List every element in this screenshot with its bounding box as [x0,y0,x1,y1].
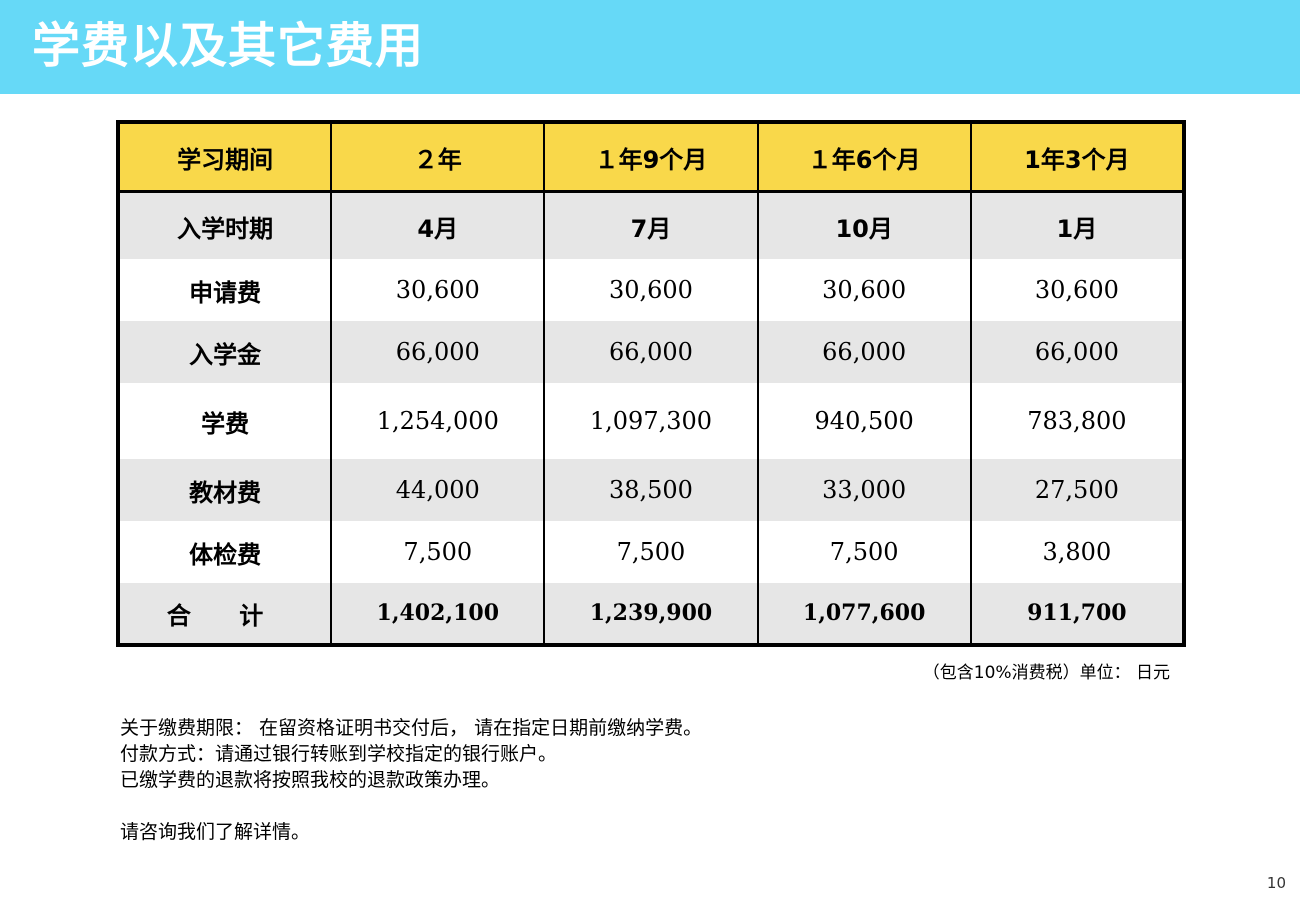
note-payment-method: 付款方式：请通过银行转账到学校指定的银行账户。 [120,743,558,765]
table-cell: 30,600 [969,259,1186,321]
table-cell: 66,000 [543,321,759,383]
table-cell: 66,000 [969,321,1186,383]
header-1y9m: １年9个月 [543,122,759,193]
table-cell: 940,500 [756,383,972,459]
note-contact: 请咨询我们了解详情。 [120,821,311,843]
table-cell: 30,600 [756,259,972,321]
row-label: 入学金 [116,321,333,383]
table-row-intake: 入学时期 4月 7月 10月 1月 [116,191,1186,259]
row-label: 教材费 [116,459,333,521]
table-row-admission-fee: 入学金 66,000 66,000 66,000 66,000 [116,321,1186,383]
table-cell: 7,500 [756,521,972,583]
row-label: 体检费 [116,521,333,583]
table-cell: 1,239,900 [543,583,759,645]
title-bar: 学费以及其它费用 [0,0,1300,94]
row-label: 入学时期 [116,191,333,259]
table-cell: 1月 [969,191,1186,259]
table-cell: 10月 [756,191,972,259]
table-cell: 30,600 [330,259,546,321]
table-cell: 27,500 [969,459,1186,521]
table-cell: 7月 [543,191,759,259]
table-row-total: 合 计 1,402,100 1,239,900 1,077,600 911,70… [116,583,1186,645]
table-cell: 783,800 [969,383,1186,459]
table-cell: 3,800 [969,521,1186,583]
table-row-medical-exam-fee: 体检费 7,500 7,500 7,500 3,800 [116,521,1186,583]
row-label: 合 计 [116,583,333,645]
header-2-years: ２年 [330,122,546,193]
table-cell: 44,000 [330,459,546,521]
fee-table: 学习期间 ２年 １年9个月 １年6个月 1年3个月 入学时期 4月 7月 10月… [116,120,1186,647]
unit-note: （包含10%消费税）单位： 日元 [922,663,1170,683]
note-refund-policy: 已缴学费的退款将按照我校的退款政策办理。 [120,769,501,791]
table-cell: 38,500 [543,459,759,521]
note-payment-deadline: 关于缴费期限： 在留资格证明书交付后， 请在指定日期前缴纳学费。 [120,717,703,739]
page-number: 10 [1266,874,1286,892]
table-cell: 911,700 [969,583,1186,645]
table-cell: 1,254,000 [330,383,546,459]
table-header-row: 学习期间 ２年 １年9个月 １年6个月 1年3个月 [116,122,1186,193]
header-study-period: 学习期间 [116,122,333,193]
table-row-textbook-fee: 教材费 44,000 38,500 33,000 27,500 [116,459,1186,521]
row-label: 申请费 [116,259,333,321]
table-cell: 4月 [330,191,546,259]
table-cell: 1,402,100 [330,583,546,645]
table-cell: 1,097,300 [543,383,759,459]
table-row-application-fee: 申请费 30,600 30,600 30,600 30,600 [116,259,1186,321]
table-cell: 1,077,600 [756,583,972,645]
row-label: 学费 [116,383,333,459]
table-cell: 7,500 [330,521,546,583]
table-cell: 7,500 [543,521,759,583]
table-cell: 66,000 [756,321,972,383]
notes-block: 关于缴费期限： 在留资格证明书交付后， 请在指定日期前缴纳学费。 付款方式：请通… [120,715,702,845]
table-cell: 66,000 [330,321,546,383]
header-1y3m: 1年3个月 [969,122,1186,193]
table-cell: 33,000 [756,459,972,521]
page-title: 学费以及其它费用 [32,18,425,74]
table-cell: 30,600 [543,259,759,321]
header-1y6m: １年6个月 [756,122,972,193]
table-row-tuition: 学费 1,254,000 1,097,300 940,500 783,800 [116,383,1186,459]
